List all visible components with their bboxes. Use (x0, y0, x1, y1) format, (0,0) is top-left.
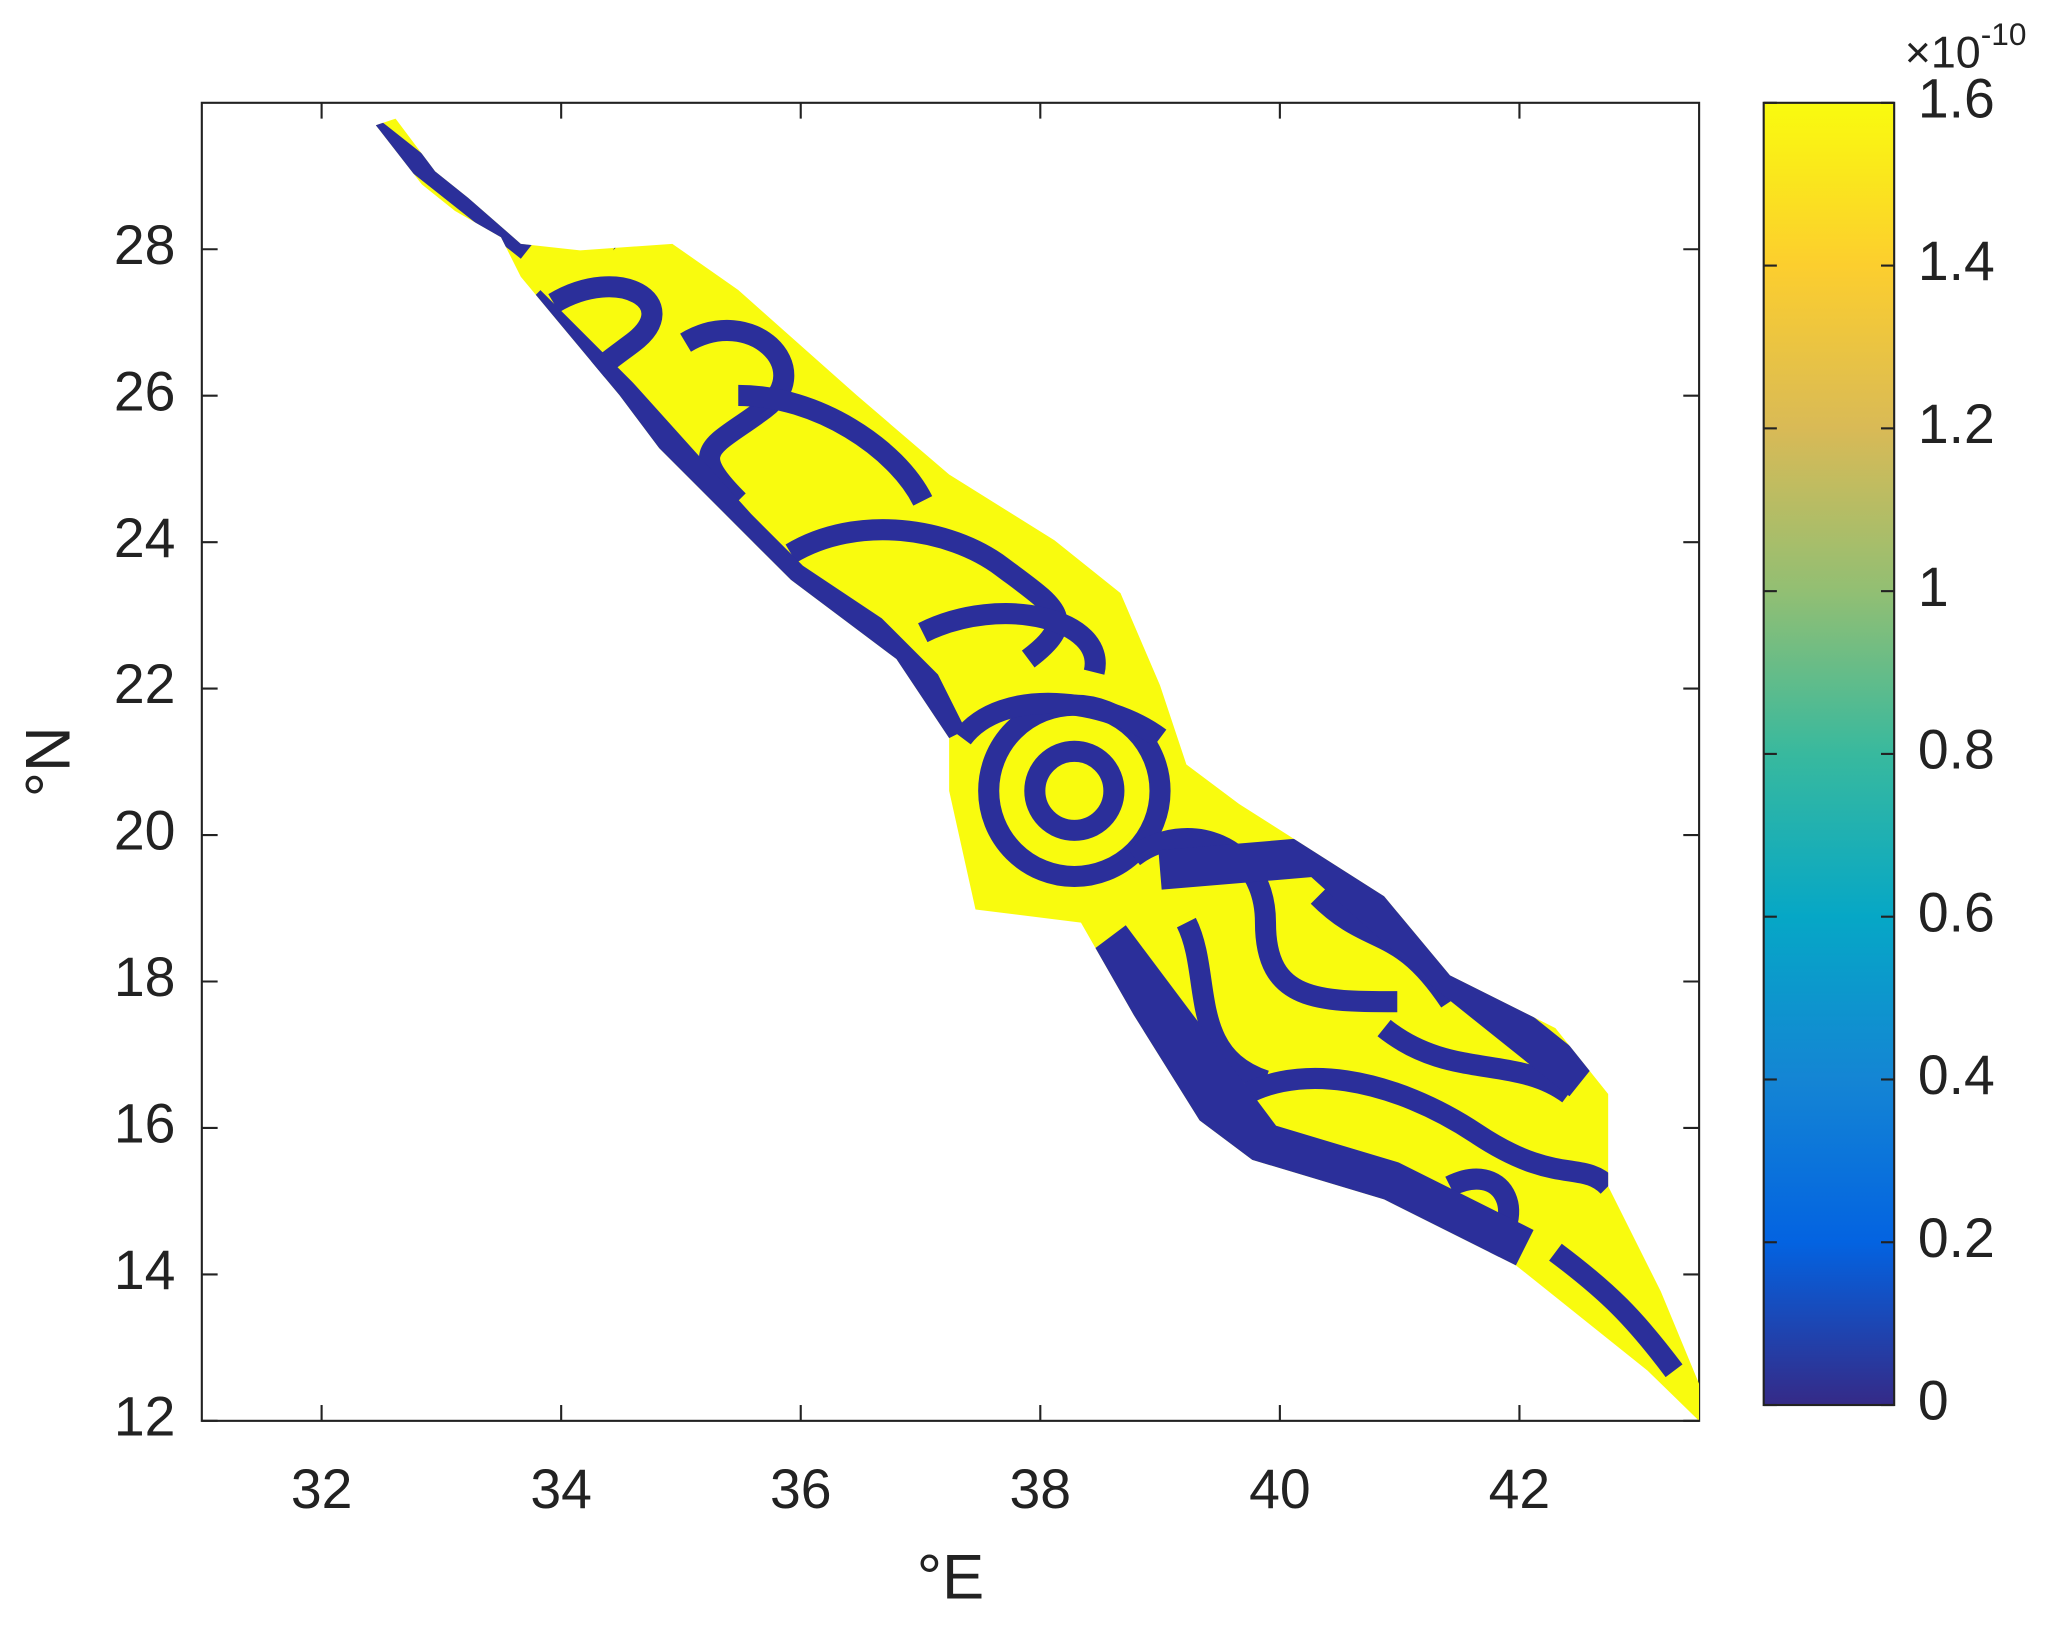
exponent-power: -10 (1981, 16, 2027, 52)
colorbar-tick-label: 1.6 (1918, 67, 1995, 129)
x-tick-label: 36 (770, 1458, 832, 1520)
y-tick-label: 22 (114, 653, 176, 715)
colorbar-tick-label: 0.4 (1918, 1044, 1995, 1106)
x-axis-label: °E (917, 1542, 984, 1612)
colorbar-tick-label: 0 (1918, 1370, 1949, 1432)
colorbar-tick-label: 1.2 (1918, 393, 1995, 455)
x-tick-label: 42 (1489, 1458, 1551, 1520)
y-tick-label: 16 (114, 1093, 176, 1155)
colorbar-tick-label: 1 (1918, 556, 1949, 618)
y-tick-label: 20 (114, 800, 176, 862)
x-tick-label: 38 (1010, 1458, 1072, 1520)
colorbar-tick-label: 0.2 (1918, 1207, 1995, 1269)
colorbar (1762, 101, 1896, 1407)
y-tick-label: 24 (114, 507, 176, 569)
y-tick-label: 12 (114, 1385, 176, 1447)
colorbar-tick-label: 0.6 (1918, 881, 1995, 943)
exponent-base: ×10 (1905, 27, 1981, 77)
y-tick-label: 26 (114, 360, 176, 422)
y-tick-label: 18 (114, 946, 176, 1008)
colorbar-tick-label: 1.4 (1918, 230, 1995, 292)
colorbar-exponent: ×10-10 (1905, 16, 2027, 77)
x-tick-label: 40 (1249, 1458, 1311, 1520)
x-tick-label: 34 (530, 1458, 592, 1520)
x-tick-label: 32 (291, 1458, 353, 1520)
y-tick-label: 14 (114, 1239, 176, 1301)
y-tick-label: 28 (114, 214, 176, 276)
colorbar-tick-label: 0.8 (1918, 719, 1995, 781)
y-axis-label: °N (14, 726, 84, 797)
